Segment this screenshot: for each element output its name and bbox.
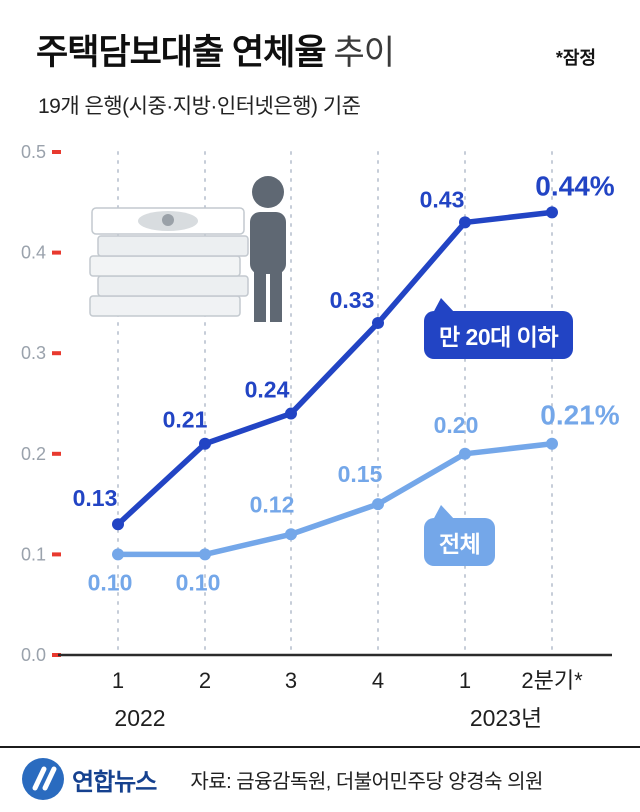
bill-stack-icon	[89, 207, 249, 317]
svg-text:0.1: 0.1	[21, 544, 46, 564]
yonhap-logo-icon	[22, 758, 64, 800]
footer: 연합뉴스 자료: 금융감독원, 더불어민주당 양경숙 의원	[20, 756, 543, 802]
svg-text:0.21%: 0.21%	[540, 400, 619, 431]
svg-text:2023년: 2023년	[470, 705, 542, 731]
svg-text:0.13: 0.13	[73, 485, 118, 511]
svg-text:3: 3	[285, 668, 297, 693]
footer-divider	[0, 746, 640, 748]
series-callout-total: 전체	[424, 505, 496, 566]
svg-text:0.4: 0.4	[21, 243, 46, 263]
svg-text:0.44%: 0.44%	[535, 170, 614, 201]
page-title: 주택담보대출 연체율	[36, 33, 327, 72]
svg-text:0.10: 0.10	[176, 569, 221, 595]
svg-text:0.20: 0.20	[434, 412, 479, 438]
chart-subtitle: 19개 은행(시중·지방·인터넷은행) 기준	[38, 95, 361, 118]
svg-text:0.5: 0.5	[21, 142, 46, 162]
svg-text:0.10: 0.10	[88, 569, 133, 595]
svg-text:2022: 2022	[114, 705, 165, 731]
svg-text:0.43: 0.43	[420, 186, 465, 212]
svg-text:1: 1	[459, 668, 471, 693]
svg-text:0.24: 0.24	[245, 377, 290, 403]
yonhap-logo-text: 연합뉴스	[72, 768, 157, 796]
series-callout-under20: 만 20대 이하	[424, 298, 574, 359]
svg-text:0.3: 0.3	[21, 343, 46, 363]
svg-text:0.15: 0.15	[338, 461, 383, 487]
svg-text:4: 4	[372, 668, 384, 693]
person-icon	[250, 176, 286, 322]
provisional-note: *잠정	[555, 48, 596, 68]
svg-text:1: 1	[112, 668, 124, 693]
svg-text:0.2: 0.2	[21, 444, 46, 464]
svg-text:0.0: 0.0	[21, 645, 46, 665]
page-title-suffix: 추이	[333, 34, 396, 72]
series-callout-total-label: 전체	[439, 531, 481, 557]
series-callout-under20-label: 만 20대 이하	[439, 324, 559, 350]
svg-text:2: 2	[199, 668, 211, 693]
svg-text:0.21: 0.21	[163, 407, 208, 433]
source-text: 자료: 금융감독원, 더불어민주당 양경숙 의원	[190, 770, 543, 793]
title-row: 주택담보대출 연체율 추이	[36, 24, 396, 75]
svg-text:2분기*: 2분기*	[521, 668, 583, 693]
svg-text:0.12: 0.12	[250, 491, 295, 517]
svg-text:0.33: 0.33	[330, 287, 375, 313]
